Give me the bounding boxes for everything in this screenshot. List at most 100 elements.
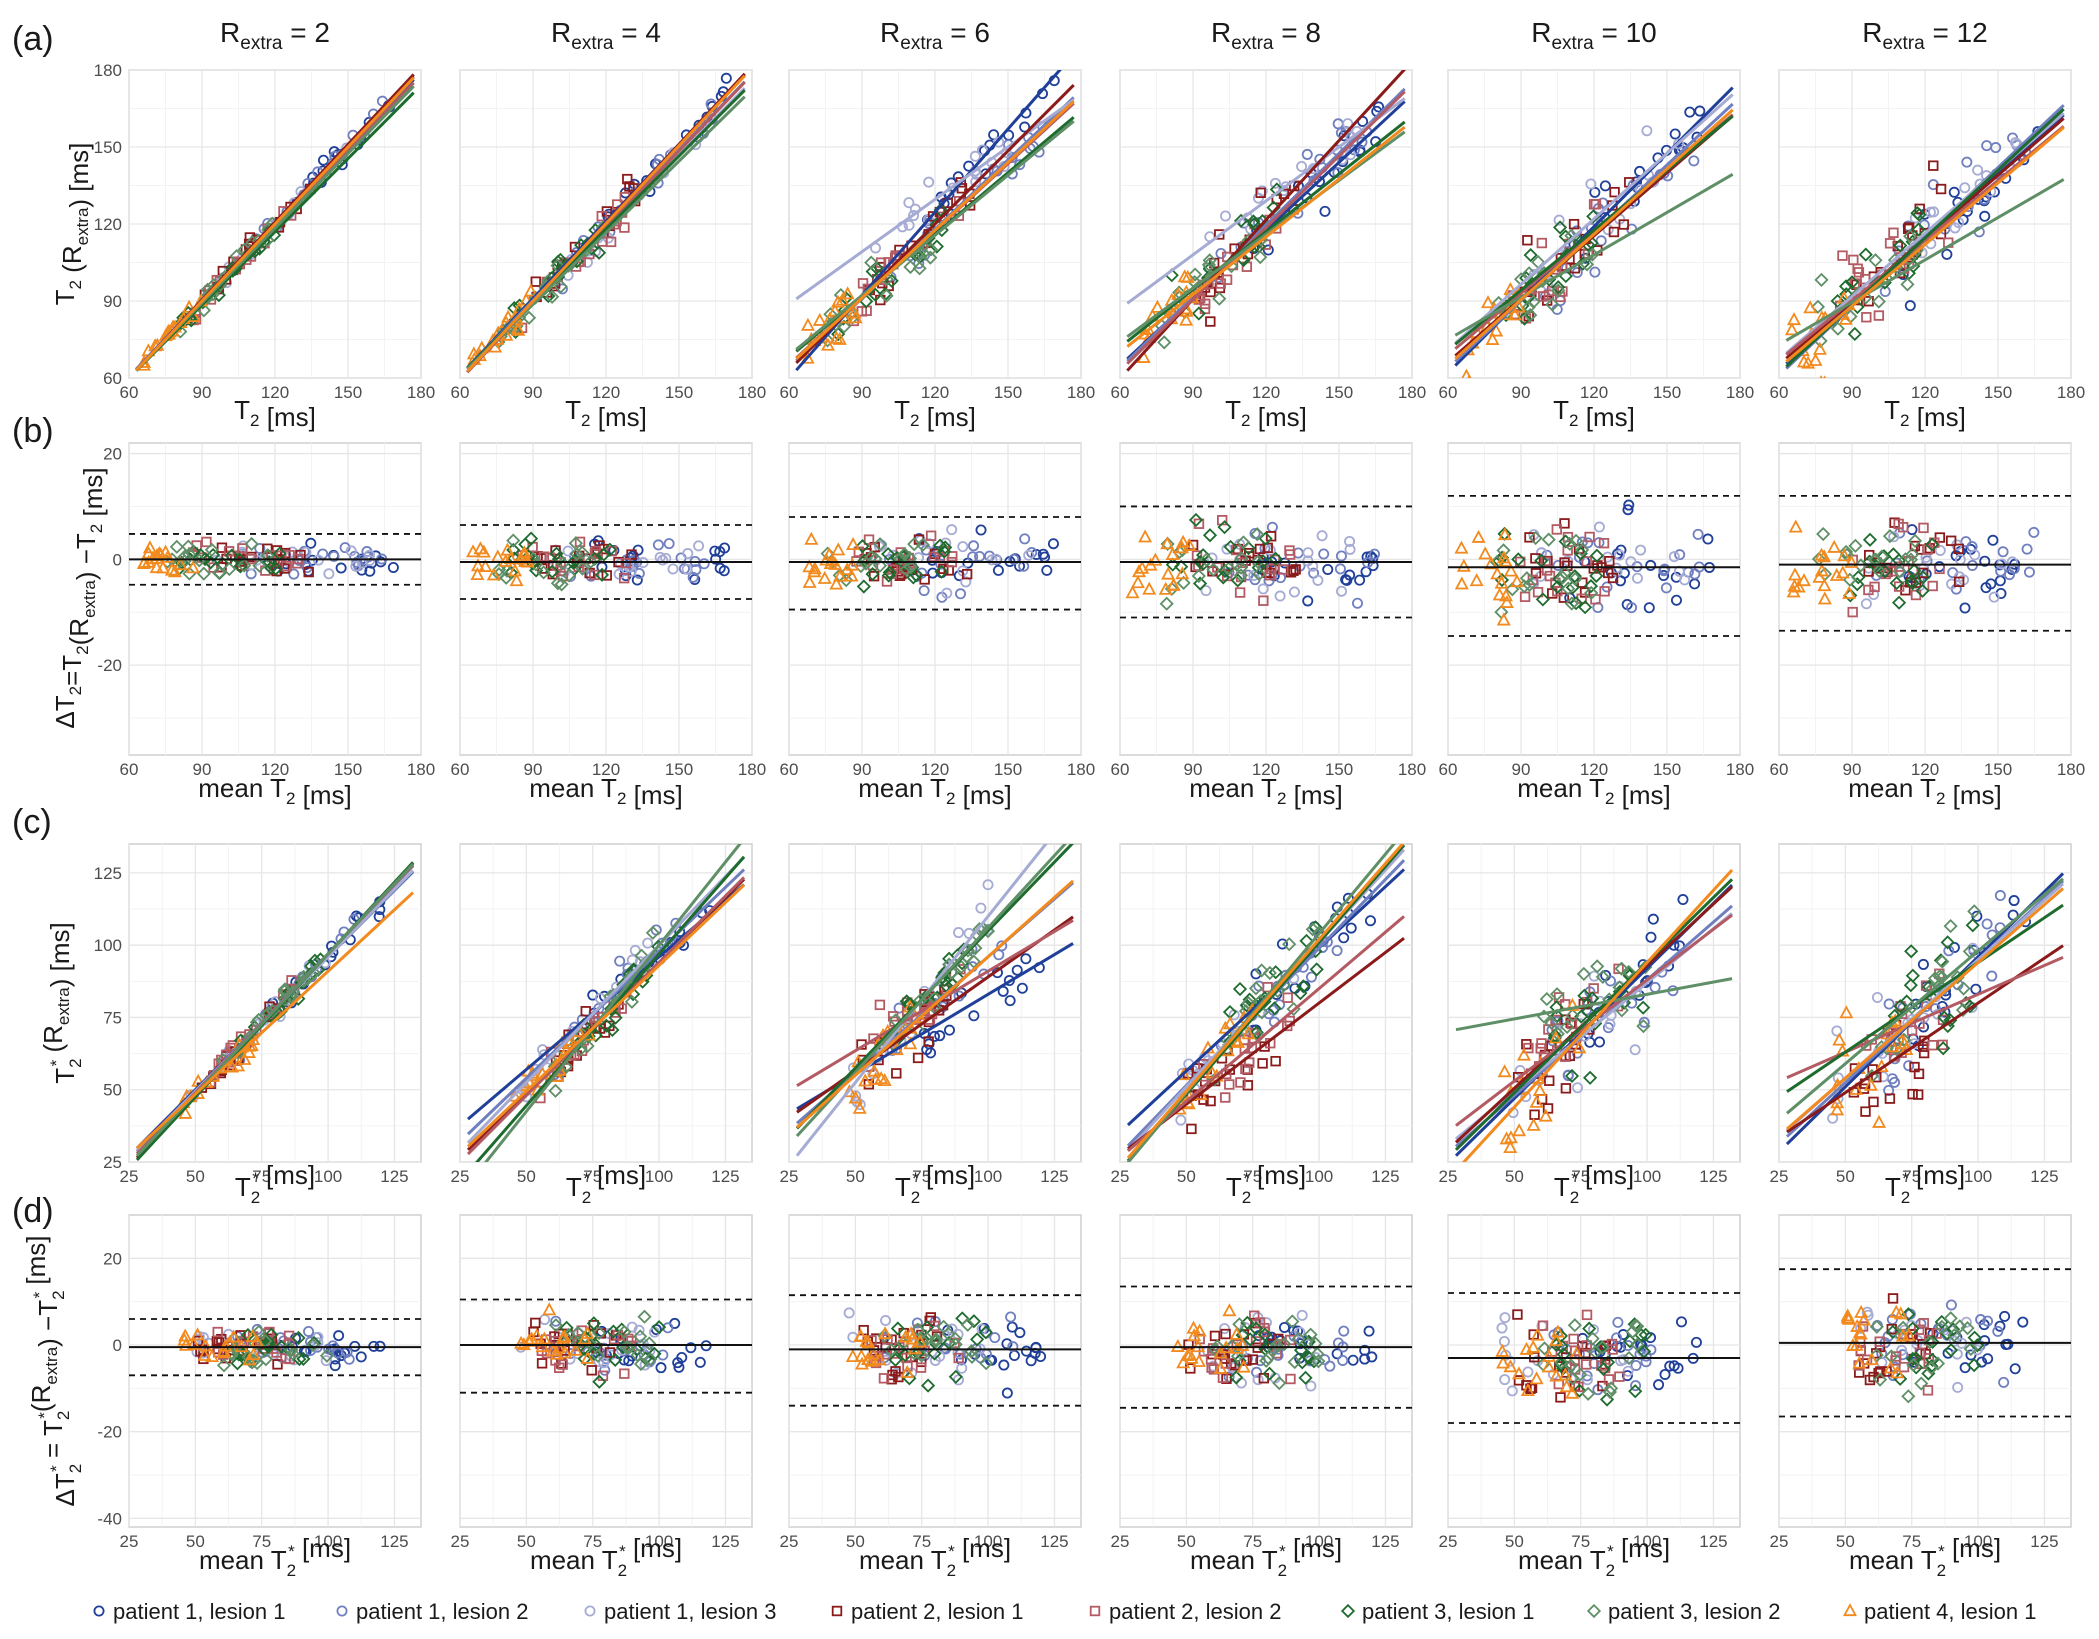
data-point bbox=[1583, 1070, 1598, 1085]
data-point bbox=[1180, 269, 1195, 283]
data-point bbox=[1883, 1360, 1898, 1374]
panel-d-4: 25 50 75 100 125 bbox=[451, 1214, 753, 1551]
data-point bbox=[1940, 1018, 1955, 1034]
data-point bbox=[1135, 560, 1150, 574]
regression-line bbox=[1455, 977, 1733, 1032]
data-point bbox=[476, 544, 491, 558]
data-point bbox=[975, 902, 987, 914]
data-point bbox=[1229, 1326, 1244, 1340]
data-point bbox=[1160, 536, 1175, 550]
data-point bbox=[1553, 220, 1568, 235]
data-point bbox=[277, 982, 293, 997]
data-point bbox=[1019, 121, 1031, 133]
x-tick-label: 50 bbox=[846, 1532, 865, 1551]
data-point bbox=[261, 1337, 276, 1352]
data-point bbox=[1817, 591, 1832, 605]
x-tick-label: 90 bbox=[1184, 383, 1203, 402]
data-point bbox=[993, 949, 1005, 961]
data-point bbox=[1845, 1337, 1860, 1351]
data-point bbox=[1551, 280, 1566, 295]
x-axis-title: mean T2 [ms] bbox=[529, 773, 683, 810]
data-point bbox=[1599, 586, 1610, 597]
data-point bbox=[1221, 1068, 1232, 1080]
data-point bbox=[506, 533, 521, 548]
data-point bbox=[672, 1357, 684, 1369]
data-point bbox=[1614, 961, 1629, 976]
data-point bbox=[915, 537, 930, 552]
data-point bbox=[548, 1318, 563, 1333]
data-point bbox=[1638, 1016, 1650, 1028]
data-point bbox=[865, 1346, 880, 1360]
data-point bbox=[225, 1059, 240, 1073]
data-point bbox=[998, 1359, 1010, 1371]
data-point bbox=[1607, 1344, 1618, 1355]
data-point bbox=[1485, 331, 1500, 345]
data-point bbox=[1319, 205, 1331, 217]
data-point bbox=[910, 1346, 925, 1361]
regression-line bbox=[466, 74, 746, 373]
data-point bbox=[216, 1358, 232, 1373]
data-point bbox=[918, 585, 930, 597]
column-header: Rextra = 10 bbox=[1531, 17, 1657, 54]
data-point bbox=[1892, 595, 1907, 610]
data-point bbox=[1014, 1327, 1026, 1339]
data-point bbox=[1835, 565, 1850, 579]
data-point bbox=[1298, 1370, 1313, 1385]
data-point bbox=[197, 1347, 212, 1361]
data-point bbox=[1670, 594, 1682, 606]
data-point bbox=[1282, 937, 1297, 952]
data-point bbox=[1995, 565, 2007, 577]
x-tick-label: 75 bbox=[252, 1532, 271, 1551]
data-point bbox=[1927, 971, 1943, 986]
data-point bbox=[585, 570, 597, 582]
data-point bbox=[1796, 573, 1811, 587]
data-point bbox=[1948, 941, 1960, 953]
data-point bbox=[1499, 1312, 1511, 1324]
data-point bbox=[1549, 987, 1565, 1002]
data-point bbox=[1630, 1337, 1645, 1352]
data-point bbox=[1907, 563, 1922, 578]
row-tags: (a) (b) (c) (d) bbox=[12, 20, 54, 1230]
data-point bbox=[518, 553, 533, 567]
data-point bbox=[1911, 222, 1926, 237]
data-point bbox=[1852, 1325, 1867, 1339]
data-point bbox=[1844, 275, 1860, 290]
x-tick-label: 50 bbox=[1836, 1167, 1855, 1186]
data-point bbox=[1959, 182, 1971, 194]
x-tick-label: 90 bbox=[524, 383, 543, 402]
plot-area bbox=[1454, 86, 1734, 378]
data-point bbox=[853, 558, 868, 574]
data-point bbox=[843, 1307, 855, 1319]
x-axis-title: mean T2* [ms] bbox=[859, 1533, 1011, 1580]
data-point bbox=[1158, 581, 1173, 595]
data-point bbox=[550, 1315, 562, 1327]
data-point bbox=[554, 577, 569, 592]
data-point bbox=[1565, 1385, 1580, 1399]
data-point bbox=[1159, 596, 1174, 611]
data-point bbox=[1987, 534, 1999, 546]
data-point bbox=[283, 1330, 295, 1342]
data-point bbox=[903, 259, 918, 275]
data-point bbox=[1202, 528, 1218, 543]
x-tick-label: 90 bbox=[1512, 760, 1531, 779]
data-point bbox=[1522, 235, 1533, 246]
panel-frame bbox=[128, 1214, 422, 1528]
x-tick-label: 90 bbox=[1843, 760, 1862, 779]
x-tick-label: 120 bbox=[921, 383, 949, 402]
data-point bbox=[1839, 1005, 1854, 1019]
legend-label: patient 1, lesion 1 bbox=[113, 1599, 285, 1624]
data-point bbox=[637, 1309, 652, 1324]
data-point bbox=[865, 264, 880, 279]
data-point bbox=[899, 562, 914, 577]
data-point bbox=[1250, 527, 1265, 542]
data-point bbox=[2002, 1338, 2014, 1350]
data-point bbox=[1535, 592, 1550, 607]
data-point bbox=[511, 322, 526, 336]
data-point bbox=[1345, 922, 1357, 934]
data-point bbox=[800, 350, 815, 364]
panel-b-4: 60 90 120 150 180 bbox=[451, 442, 766, 779]
data-point bbox=[201, 536, 212, 548]
data-point bbox=[927, 1346, 942, 1361]
data-point bbox=[1461, 368, 1472, 378]
